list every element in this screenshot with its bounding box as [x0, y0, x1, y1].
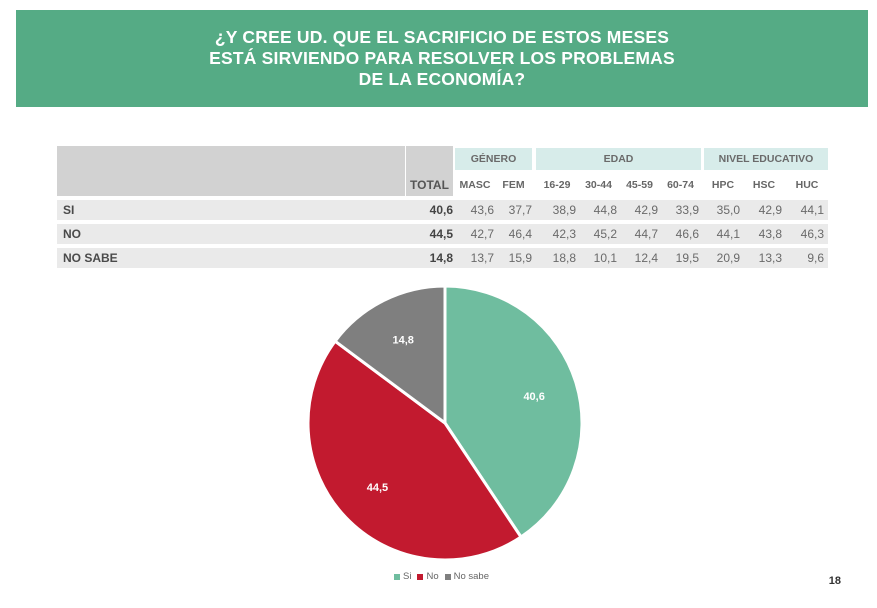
- legend-label-no: No: [426, 571, 439, 582]
- col-header-total: TOTAL: [410, 178, 449, 192]
- table-cell: 44,7: [634, 227, 658, 241]
- table-row-si: [57, 200, 828, 220]
- col-header-hpc: HPC: [711, 179, 735, 191]
- table-cell: 46,6: [675, 227, 699, 241]
- table-cell: 35,0: [716, 203, 740, 217]
- table-cell: 20,9: [716, 251, 740, 265]
- table-cell: 43,8: [758, 227, 782, 241]
- title-banner: ¿Y CREE UD. QUE EL SACRIFICIO DE ESTOS M…: [16, 10, 868, 107]
- col-header-hsc: HSC: [752, 179, 776, 191]
- legend-item-si: Si: [394, 571, 411, 582]
- table-header-blank: [57, 146, 405, 196]
- table-cell: 44,1: [800, 203, 824, 217]
- legend-label-si: Si: [403, 571, 412, 582]
- legend-swatch-no: [417, 573, 424, 580]
- pie-label-no-sabe: 14,8: [392, 335, 413, 347]
- col-header-60-74: 60-74: [667, 179, 694, 191]
- col-header-30-44: 30-44: [585, 179, 612, 191]
- table-cell: 33,9: [675, 203, 699, 217]
- table-cell: 44,5: [429, 227, 453, 241]
- title-line-1: ¿Y CREE UD. QUE EL SACRIFICIO DE ESTOS M…: [214, 27, 670, 47]
- chart-legend: Si No No sabe: [394, 571, 489, 582]
- title-line-3: DE LA ECONOMÍA?: [358, 69, 526, 89]
- table-cell: 10,1: [593, 251, 617, 265]
- legend-label-no-sabe: No sabe: [453, 571, 489, 582]
- chart-title: ¿Y CREE UD. QUE EL SACRIFICIO DE ESTOS M…: [182, 27, 702, 90]
- table-cell: 46,4: [508, 227, 532, 241]
- table-cell: 46,3: [800, 227, 824, 241]
- table-cell: 12,4: [634, 251, 658, 265]
- group-header-genero: GÉNERO: [455, 148, 532, 170]
- table-cell: 40,6: [429, 203, 453, 217]
- table-cell: 42,9: [758, 203, 782, 217]
- table-cell: 45,2: [593, 227, 617, 241]
- results-table: GÉNERO EDAD NIVEL EDUCATIVO TOTAL MASC F…: [57, 146, 828, 272]
- table-cell: 14,8: [429, 251, 453, 265]
- col-header-fem: FEM: [502, 179, 525, 191]
- group-header-nivel-educativo: NIVEL EDUCATIVO: [704, 148, 828, 170]
- pie-label-no: 44,5: [367, 482, 388, 494]
- table-cell: 13,3: [758, 251, 782, 265]
- col-header-45-59: 45-59: [626, 179, 653, 191]
- total-header-bg: [406, 146, 453, 196]
- table-cell: 9,6: [807, 251, 824, 265]
- legend-item-no-sabe: No sabe: [444, 571, 489, 582]
- pie-chart-svg: 40,6 44,5 14,8: [306, 284, 584, 562]
- table-cell: 42,9: [634, 203, 658, 217]
- table-row-no: [57, 224, 828, 244]
- title-line-2: ESTÁ SIRVIENDO PARA RESOLVER LOS PROBLEM…: [209, 48, 675, 68]
- table-cell: 13,7: [470, 251, 494, 265]
- legend-swatch-si: [394, 573, 400, 580]
- table-cell: 44,8: [593, 203, 617, 217]
- pie-slice-no-sabe: [333, 284, 447, 426]
- table-cell: 37,7: [508, 203, 532, 217]
- col-header-16-29: 16-29: [543, 179, 571, 191]
- page-number: 18: [828, 575, 841, 587]
- col-header-masc: MASC: [459, 179, 491, 191]
- table-cell: 19,5: [675, 251, 699, 265]
- legend-item-no: No: [417, 571, 439, 582]
- table-cell: 18,8: [552, 251, 576, 265]
- row-label-si: SI: [63, 203, 75, 217]
- table-cell: 43,6: [470, 203, 494, 217]
- pie-label-si: 40,6: [523, 391, 544, 403]
- row-label-no-sabe: NO SABE: [63, 251, 118, 265]
- table-row-no-sabe: [57, 248, 828, 268]
- pie-chart: 40,6 44,5 14,8: [300, 280, 590, 570]
- row-label-no: NO: [63, 227, 81, 241]
- table-cell: 42,7: [470, 227, 494, 241]
- table-cell: 38,9: [552, 203, 576, 217]
- table-cell: 42,3: [552, 227, 576, 241]
- table-cell: 15,9: [508, 251, 532, 265]
- table-cell: 44,1: [716, 227, 740, 241]
- col-header-huc: HUC: [795, 179, 819, 191]
- legend-swatch-no-sabe: [444, 573, 451, 580]
- group-header-edad: EDAD: [536, 148, 701, 170]
- pie-slice-no: [306, 339, 524, 562]
